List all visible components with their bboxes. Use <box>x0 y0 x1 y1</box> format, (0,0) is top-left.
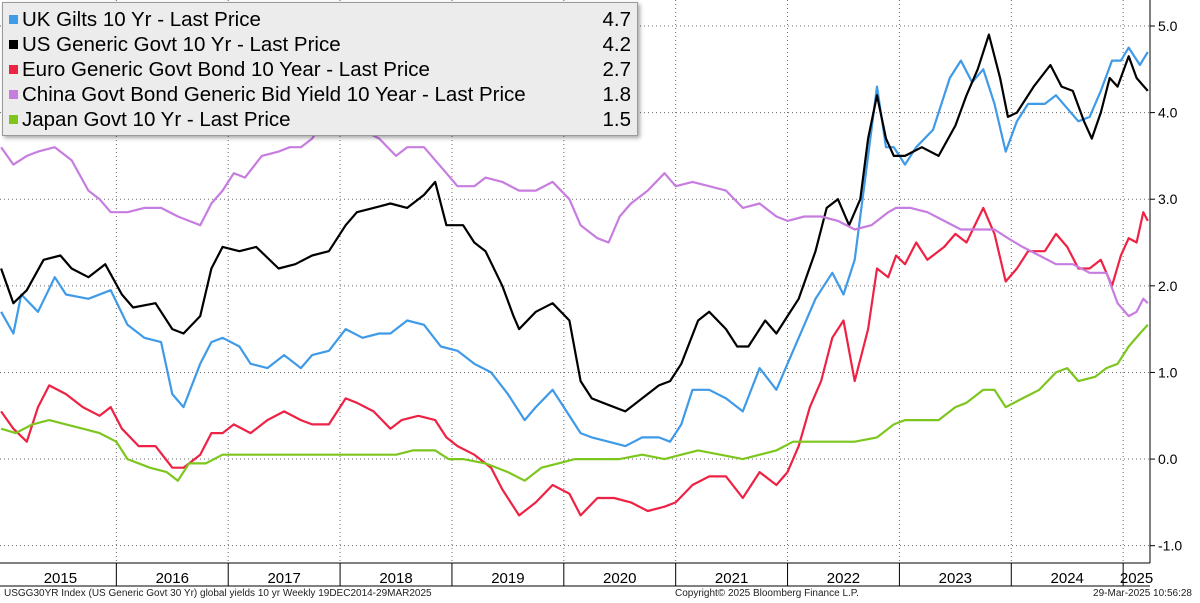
legend: UK Gilts 10 Yr - Last Price 4.7 US Gener… <box>2 2 638 136</box>
x-tick-label: 2021 <box>715 570 748 587</box>
series-line <box>0 115 1149 318</box>
legend-entry-uk-gilts: UK Gilts 10 Yr - Last Price 4.7 <box>3 7 637 32</box>
y-tick-label: 2.0 <box>1158 278 1178 294</box>
y-tick-label: 5.0 <box>1158 18 1178 34</box>
y-tick-label: 0.0 <box>1158 451 1178 467</box>
legend-entry-china-bond: China Govt Bond Generic Bid Yield 10 Yea… <box>3 82 637 107</box>
legend-swatch-uk-gilts <box>9 15 18 24</box>
x-tick-label: 2022 <box>827 570 860 587</box>
x-tick-label: 2023 <box>939 570 972 587</box>
legend-entry-japan-govt: Japan Govt 10 Yr - Last Price 1.5 <box>3 107 637 132</box>
legend-swatch-us-govt <box>9 40 18 49</box>
legend-value: 2.7 <box>602 57 632 81</box>
legend-entry-euro-bond: Euro Generic Govt Bond 10 Year - Last Pr… <box>3 57 637 82</box>
y-tick-label: 1.0 <box>1158 364 1178 380</box>
legend-value: 4.2 <box>602 32 632 56</box>
x-tick-label: 2024 <box>1051 570 1084 587</box>
legend-swatch-china-bond <box>9 90 18 99</box>
legend-swatch-euro-bond <box>9 65 18 74</box>
legend-label: US Generic Govt 10 Yr - Last Price <box>22 32 341 56</box>
legend-label: Euro Generic Govt Bond 10 Year - Last Pr… <box>22 57 430 81</box>
x-tick-label: 2020 <box>603 570 636 587</box>
series-line <box>0 324 1149 482</box>
legend-label: Japan Govt 10 Yr - Last Price <box>22 107 291 131</box>
footer-source: USGG30YR Index (US Generic Govt 30 Yr) g… <box>4 588 432 599</box>
x-tick-label: 2019 <box>491 570 524 587</box>
legend-swatch-japan-govt <box>9 115 18 124</box>
x-tick-label: 2016 <box>156 570 189 587</box>
legend-value: 1.5 <box>602 107 632 131</box>
legend-value: 4.7 <box>602 7 632 31</box>
x-tick-label: 2018 <box>379 570 412 587</box>
footer-copyright: Copyright© 2025 Bloomberg Finance L.P. <box>675 588 859 599</box>
legend-value: 1.8 <box>602 82 632 106</box>
legend-label: China Govt Bond Generic Bid Yield 10 Yea… <box>22 82 526 106</box>
legend-label: UK Gilts 10 Yr - Last Price <box>22 7 261 31</box>
legend-entry-us-govt: US Generic Govt 10 Yr - Last Price 4.2 <box>3 32 637 57</box>
y-tick-label: 4.0 <box>1158 105 1178 121</box>
y-tick-label: -1.0 <box>1158 538 1182 554</box>
series-layer <box>0 33 1149 517</box>
series-line <box>0 46 1149 448</box>
series-line <box>0 206 1149 517</box>
y-tick-label: 3.0 <box>1158 191 1178 207</box>
x-tick-label: 2025 <box>1120 570 1153 587</box>
x-tick-label: 2015 <box>44 570 77 587</box>
axis-layer: 5.0 4.0 3.0 2.0 1.0 0.0 -1.0 2015 2016 2017 2018 20… <box>0 0 1182 587</box>
footer-timestamp: 29-Mar-2025 10:56:28 <box>1093 588 1192 599</box>
series-line <box>0 33 1149 413</box>
x-tick-label: 2017 <box>267 570 300 587</box>
